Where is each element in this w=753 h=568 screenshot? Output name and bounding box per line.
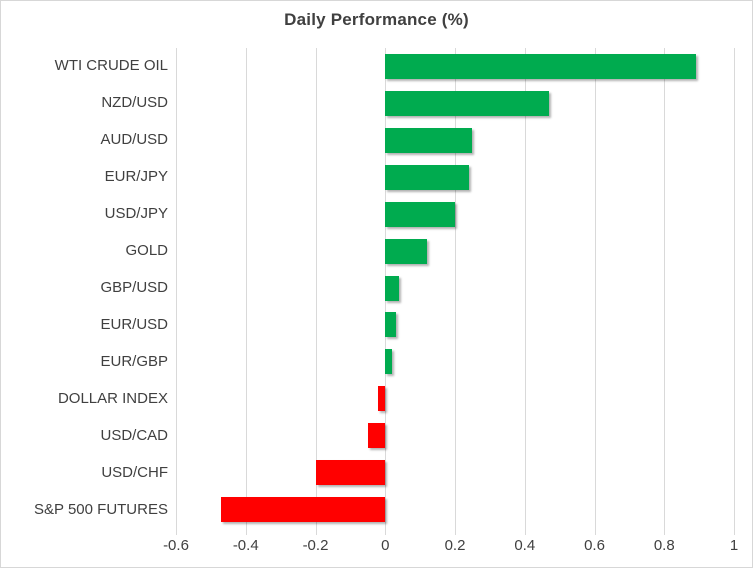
x-axis-tick-label: -0.6 <box>163 537 189 554</box>
bar-nzd-usd <box>385 90 550 116</box>
axis-tick <box>315 528 317 535</box>
category-label-dollar-index: DOLLAR INDEX <box>57 389 168 407</box>
axis-tick <box>245 528 247 535</box>
category-label-eur-gbp: EUR/GBP <box>100 352 168 370</box>
category-label-usd-jpy: USD/JPY <box>104 205 168 223</box>
bar-eur-gbp <box>385 349 393 375</box>
category-label-nzd-usd: NZD/USD <box>101 94 168 112</box>
bar-eur-jpy <box>385 164 469 190</box>
gridline <box>315 48 317 528</box>
category-label-gold: GOLD <box>125 242 168 260</box>
category-label-usd-cad: USD/CAD <box>100 426 168 444</box>
bar-gold <box>385 238 428 264</box>
bar-usd-jpy <box>385 201 455 227</box>
category-label-usd-chf: USD/CHF <box>101 463 168 481</box>
gridline <box>664 48 666 528</box>
plot-area <box>176 48 735 528</box>
x-axis-tick-label: 0.8 <box>653 537 675 554</box>
axis-tick <box>664 528 666 535</box>
gridline <box>734 48 735 528</box>
x-axis-tick-label: 1 <box>729 537 739 554</box>
x-axis-tick-label: 0 <box>381 537 390 554</box>
bar-usd-cad <box>367 423 386 449</box>
bar-gbp-usd <box>385 275 400 301</box>
axis-tick <box>455 528 456 535</box>
category-label-wti-crude-oil: WTI CRUDE OIL <box>54 57 168 75</box>
gridline <box>245 48 247 528</box>
x-axis-tick-label: 0.6 <box>584 537 605 554</box>
bar-usd-chf <box>315 460 386 486</box>
category-label-aud-usd: AUD/USD <box>100 131 168 149</box>
axis-tick <box>176 528 177 535</box>
chart-title: Daily Performance (%) <box>284 10 469 29</box>
bar-dollar-index <box>378 386 386 412</box>
category-label-eur-jpy: EUR/JPY <box>104 168 168 186</box>
axis-tick <box>594 528 596 535</box>
axis-tick <box>385 528 387 535</box>
category-label-s-p-500-futures: S&P 500 FUTURES <box>34 500 168 518</box>
gridline <box>594 48 596 528</box>
x-axis-tick-label: -0.2 <box>302 537 329 554</box>
axis-tick <box>734 528 735 535</box>
gridline <box>455 48 456 528</box>
bar-wti-crude-oil <box>385 53 696 79</box>
category-label-gbp-usd: GBP/USD <box>100 279 168 296</box>
bar-eur-usd <box>385 312 396 338</box>
gridline <box>176 48 177 528</box>
x-axis-tick-label: 0.4 <box>514 537 536 554</box>
x-axis-tick-label: -0.4 <box>232 537 259 554</box>
category-label-eur-usd: EUR/USD <box>100 315 168 333</box>
axis-tick <box>524 528 526 535</box>
x-axis-tick-label: 0.2 <box>444 537 466 554</box>
gridline <box>524 48 526 528</box>
bar-aud-usd <box>385 127 473 153</box>
bar-s-p-500-futures <box>221 497 386 523</box>
